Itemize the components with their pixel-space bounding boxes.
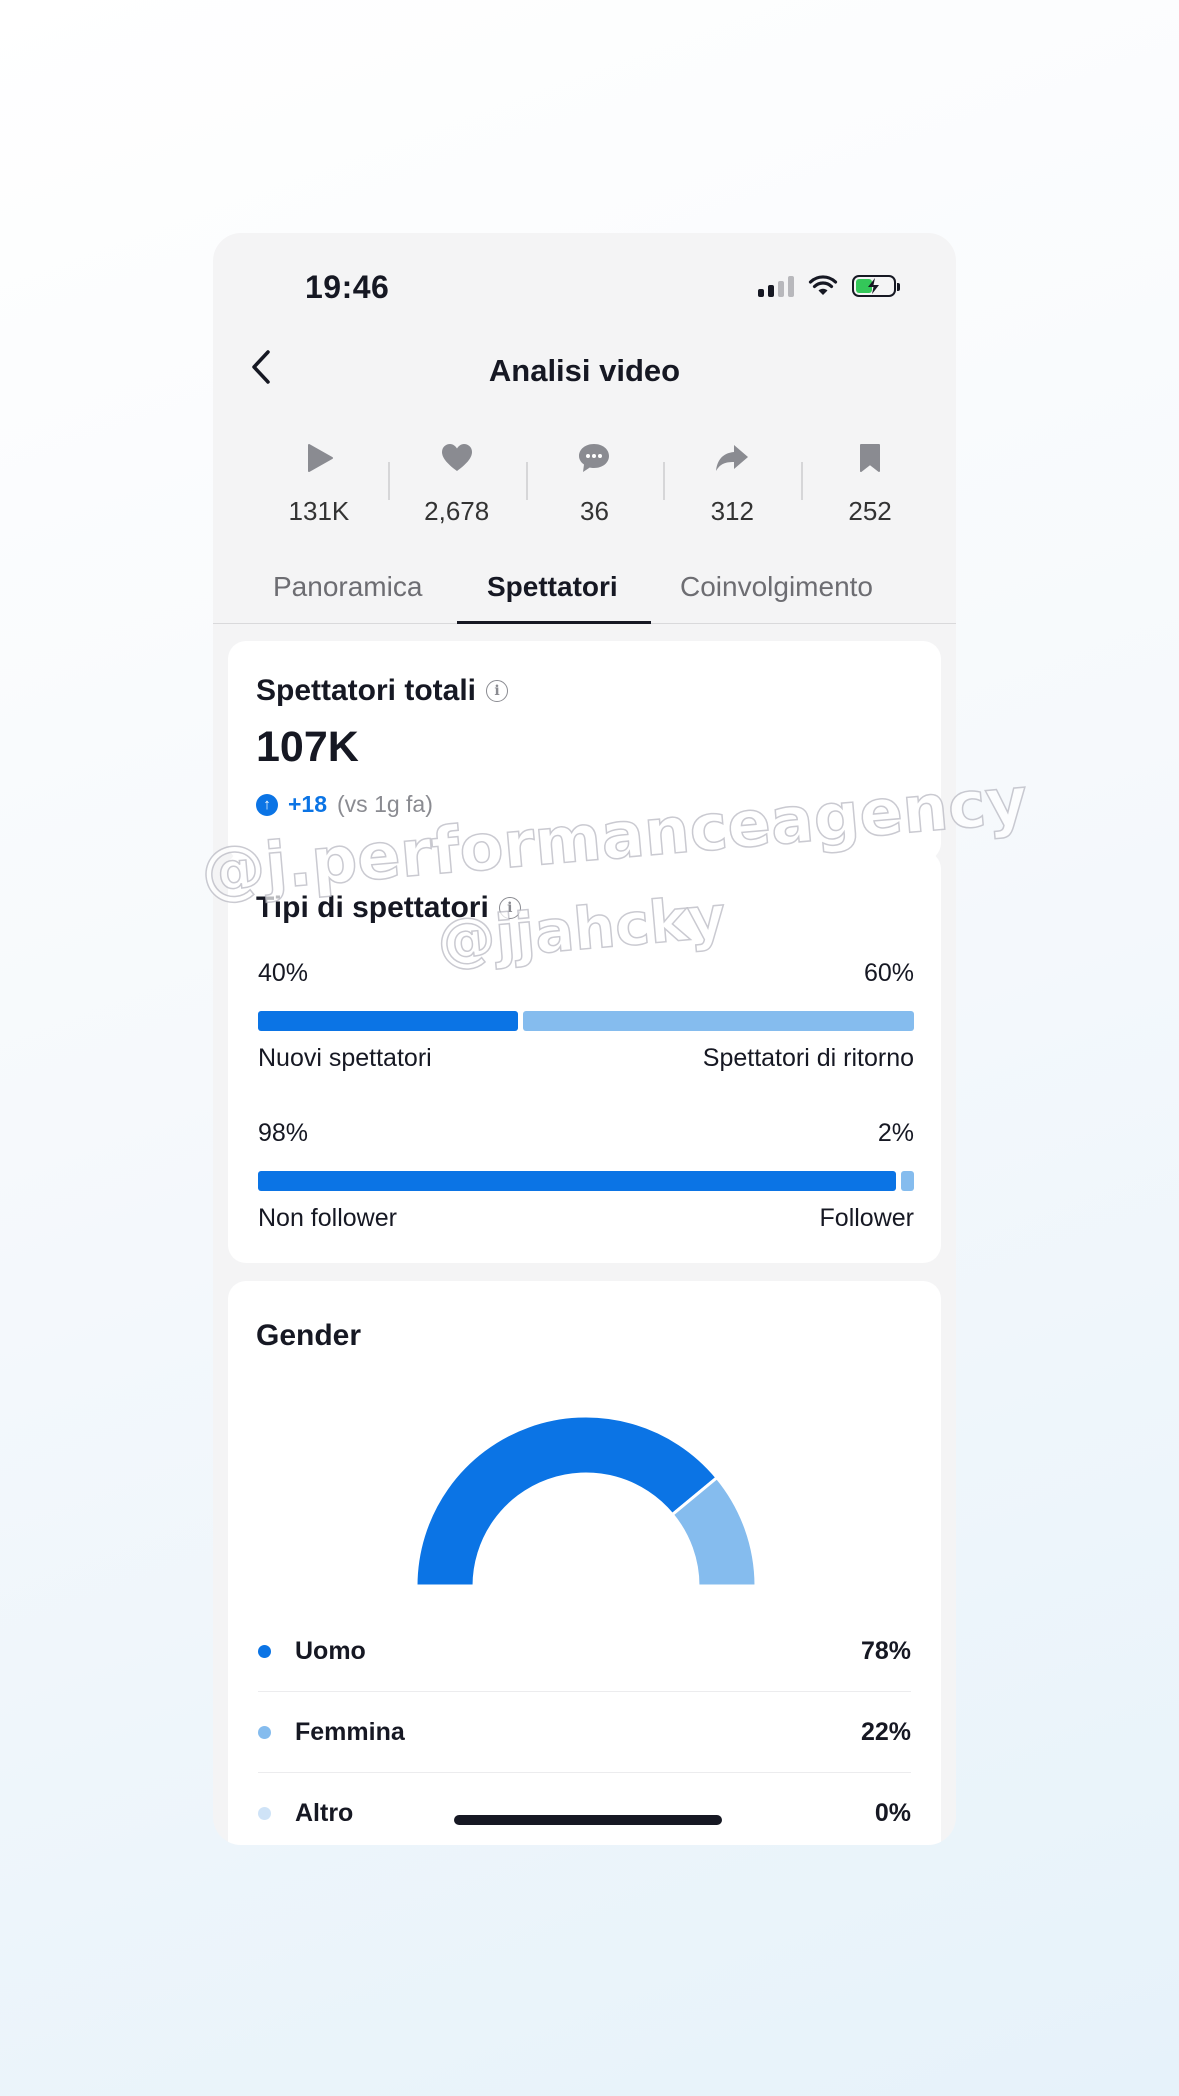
metric-views: 131K: [250, 438, 388, 527]
new-viewers-label: Nuovi spettatori: [258, 1044, 432, 1072]
bar-segment-returning: [523, 1011, 914, 1031]
gender-title: Gender: [256, 1319, 362, 1352]
phone-screen: 19:46 Analisi video 131K 2,678: [213, 233, 956, 1845]
donut-segment-uomo: [414, 1414, 720, 1588]
legend-dot: [258, 1725, 271, 1739]
info-icon[interactable]: i: [486, 680, 509, 702]
gender-card: Gender Uomo 78% Femmina 22% Altro 0%: [228, 1281, 941, 1845]
legend-item-uomo: Uomo 78%: [258, 1611, 911, 1691]
new-viewers-pct: 40%: [258, 959, 309, 987]
legend-item-femmina: Femmina 22%: [258, 1692, 911, 1772]
battery-icon: [852, 275, 900, 297]
follower-label: Follower: [819, 1204, 914, 1232]
viewer-type-row-1-labels: Nuovi spettatori Spettatori di ritorno: [258, 1044, 914, 1073]
legend-name: Femmina: [295, 1717, 405, 1746]
status-time: 19:46: [305, 269, 390, 305]
returning-viewers-pct: 60%: [863, 959, 914, 987]
total-viewers-delta: ↑ +18 (vs 1g fa): [256, 791, 433, 818]
legend-name: Altro: [295, 1798, 354, 1827]
viewer-type-row-2-pcts: 98% 2%: [258, 1119, 914, 1148]
bar-segment-new: [258, 1011, 519, 1031]
viewer-types-card: Tipi di spettatori i 40% 60% Nuovi spett…: [228, 851, 941, 1263]
metric-likes: 2,678: [387, 438, 526, 527]
comment-icon: [579, 444, 610, 472]
wifi-icon: [808, 275, 838, 295]
legend-name: Uomo: [295, 1636, 366, 1665]
bookmark-icon: [860, 444, 881, 472]
metric-value: 252: [848, 496, 892, 526]
tab-spettatori[interactable]: Spettatori: [487, 571, 618, 602]
viewer-type-row-1-pcts: 40% 60%: [258, 959, 914, 988]
metric-value: 2,678: [424, 496, 490, 526]
page-title: Analisi video: [488, 353, 681, 388]
share-icon: [716, 445, 749, 471]
play-icon: [307, 444, 333, 472]
info-icon[interactable]: i: [498, 897, 521, 919]
divider: [258, 1772, 911, 1773]
delta-note: (vs 1g fa): [337, 791, 433, 817]
viewer-types-title: Tipi di spettatori i: [256, 891, 521, 925]
arrow-up-icon: ↑: [256, 793, 278, 816]
tab-coinvolgimento[interactable]: Coinvolgimento: [680, 571, 873, 602]
divider: [258, 1691, 911, 1692]
back-button[interactable]: [237, 343, 285, 391]
legend-pct: 78%: [860, 1636, 911, 1665]
active-tab-indicator: [457, 621, 651, 624]
viewer-type-row-2-labels: Non follower Follower: [258, 1204, 914, 1233]
metrics-row: 131K 2,678 36 312 252: [250, 438, 939, 527]
delta-value: +18: [288, 791, 328, 817]
follower-pct: 2%: [877, 1119, 914, 1147]
metric-comments: 36: [525, 438, 664, 527]
donut-segment-femmina: [670, 1475, 758, 1588]
bar-segment-non-follower: [258, 1171, 896, 1191]
metric-shares: 312: [663, 438, 801, 527]
viewer-type-bar-1: [258, 1011, 914, 1031]
legend-dot: [258, 1644, 271, 1658]
metric-saves: 252: [801, 438, 939, 527]
metric-value: 312: [710, 496, 754, 526]
legend-item-altro: Altro 0%: [258, 1773, 911, 1845]
legend-pct: 0%: [874, 1798, 911, 1827]
metric-value: 131K: [288, 496, 350, 526]
chevron-left-icon: [252, 350, 270, 384]
metric-value: 36: [580, 496, 609, 526]
total-viewers-value: 107K: [256, 723, 359, 771]
total-viewers-title-text: Spettatori totali: [256, 674, 477, 707]
viewer-types-title-text: Tipi di spettatori: [256, 891, 489, 924]
gender-donut-chart: [414, 1414, 758, 1588]
non-follower-label: Non follower: [258, 1204, 397, 1232]
tab-panoramica[interactable]: Panoramica: [273, 571, 423, 602]
signal-icon: [758, 275, 794, 297]
viewer-type-bar-2: [258, 1171, 914, 1191]
total-viewers-title: Spettatori totali i: [256, 674, 509, 708]
bar-segment-follower: [900, 1171, 914, 1191]
legend-dot: [258, 1806, 271, 1820]
legend-pct: 22%: [860, 1717, 911, 1746]
non-follower-pct: 98%: [258, 1119, 309, 1147]
heart-icon: [441, 444, 472, 471]
home-indicator: [454, 1815, 722, 1825]
returning-viewers-label: Spettatori di ritorno: [702, 1044, 914, 1072]
tab-bar: Panoramica Spettatori Coinvolgimento: [213, 563, 956, 624]
total-viewers-card: Spettatori totali i 107K ↑ +18 (vs 1g fa…: [228, 641, 941, 861]
status-icons: [758, 275, 900, 297]
